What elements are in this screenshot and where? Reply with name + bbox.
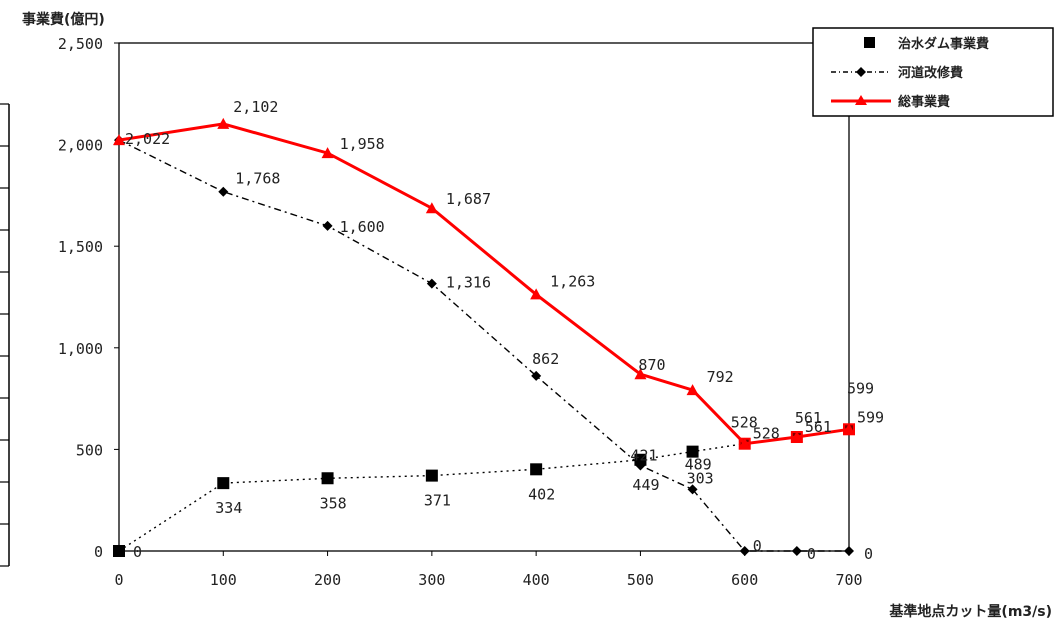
y-tick-label: 500 bbox=[76, 441, 103, 459]
legend-marker-dam bbox=[864, 37, 875, 48]
legend-marker-river bbox=[856, 67, 866, 77]
x-tick-label: 600 bbox=[731, 571, 758, 589]
data-label-dam: 489 bbox=[685, 456, 712, 474]
data-label-river: 1,316 bbox=[446, 274, 491, 292]
data-label-total: 528 bbox=[731, 414, 758, 432]
data-label-dam: 402 bbox=[528, 485, 555, 503]
river-cost-point bbox=[426, 278, 437, 289]
data-label-river: 421 bbox=[630, 446, 657, 464]
y-tick-label: 1,500 bbox=[58, 238, 103, 256]
data-label-total: 1,263 bbox=[550, 272, 595, 290]
x-axis-ticks: 0 100 200 300 400 500 600 700 bbox=[114, 551, 863, 589]
data-label-river: 0 bbox=[807, 545, 816, 563]
x-axis-title: 基準地点カット量(m3/s) bbox=[889, 603, 1052, 620]
y-tick-label: 0 bbox=[94, 543, 103, 561]
data-label-dam: 599 bbox=[857, 408, 884, 426]
river-cost-point bbox=[531, 370, 542, 381]
legend-label-dam: 治水ダム事業費 bbox=[898, 36, 989, 52]
legend-label-total: 総事業費 bbox=[898, 94, 950, 110]
series-layer bbox=[113, 117, 855, 557]
dam-cost-point bbox=[530, 463, 543, 476]
x-tick-label: 0 bbox=[114, 571, 123, 589]
data-label-total: 561 bbox=[795, 409, 822, 427]
series-line-river bbox=[118, 139, 849, 552]
data-label-total: 870 bbox=[638, 356, 665, 374]
data-label-river: 1,768 bbox=[235, 170, 280, 188]
x-tick-label: 700 bbox=[835, 571, 862, 589]
x-tick-label: 100 bbox=[210, 571, 237, 589]
total-cost-point bbox=[738, 437, 751, 449]
total-cost-point bbox=[321, 147, 334, 159]
dam-cost-point bbox=[113, 545, 125, 557]
data-label-river: 303 bbox=[687, 469, 714, 487]
cropped-table-edge bbox=[0, 103, 10, 567]
data-label-total: 599 bbox=[847, 379, 874, 397]
y-tick-label: 2,500 bbox=[58, 35, 103, 53]
river-cost-point bbox=[218, 186, 229, 197]
data-label-dam: 528 bbox=[753, 425, 780, 443]
river-cost-point bbox=[635, 460, 646, 471]
legend-label-river: 河道改修費 bbox=[898, 65, 963, 81]
data-label-dam: 371 bbox=[424, 492, 451, 510]
data-label-total: 1,958 bbox=[340, 135, 385, 153]
river-cost-point bbox=[844, 546, 854, 556]
river-cost-point bbox=[739, 546, 750, 556]
total-cost-point bbox=[843, 423, 855, 435]
data-label-river: 0 bbox=[753, 537, 762, 555]
plot-area bbox=[118, 42, 850, 552]
data-label-layer: 0 334 358 371 402 449 489 528 561 599 2,022 1,768 1,… bbox=[125, 98, 884, 563]
total-cost-point bbox=[113, 134, 125, 146]
data-label-river: 1,600 bbox=[340, 218, 385, 236]
data-label-dam: 0 bbox=[133, 543, 142, 561]
x-tick-label: 500 bbox=[627, 571, 654, 589]
x-tick-label: 200 bbox=[314, 571, 341, 589]
x-tick-label: 400 bbox=[523, 571, 550, 589]
y-tick-label: 1,000 bbox=[58, 340, 103, 358]
river-cost-point bbox=[322, 220, 333, 231]
data-label-river: 862 bbox=[532, 350, 559, 368]
total-cost-point bbox=[790, 431, 803, 443]
data-label-dam: 561 bbox=[805, 418, 832, 436]
total-cost-point bbox=[217, 117, 230, 129]
data-label-river: 2,022 bbox=[125, 130, 170, 148]
river-cost-point bbox=[687, 484, 698, 495]
data-label-river: 0 bbox=[864, 545, 873, 563]
total-cost-point bbox=[686, 384, 699, 396]
total-cost-point bbox=[634, 368, 647, 380]
legend: 治水ダム事業費 河道改修費 総事業費 bbox=[812, 27, 1054, 117]
series-line-total bbox=[118, 122, 850, 446]
dam-cost-point bbox=[686, 445, 699, 458]
data-label-dam: 449 bbox=[632, 476, 659, 494]
data-label-total: 792 bbox=[707, 368, 734, 386]
legend-marker-total bbox=[855, 95, 867, 105]
y-axis-title: 事業費(億円) bbox=[22, 11, 105, 28]
dam-cost-point bbox=[217, 477, 230, 490]
data-label-dam: 358 bbox=[320, 494, 347, 512]
y-axis-ticks: 0 500 1,000 1,500 2,000 2,500 bbox=[58, 35, 119, 561]
y-tick-label: 2,000 bbox=[58, 137, 103, 155]
data-label-dam: 334 bbox=[215, 499, 242, 517]
x-tick-label: 300 bbox=[418, 571, 445, 589]
total-cost-point bbox=[530, 288, 543, 300]
dam-cost-point bbox=[425, 469, 438, 482]
river-cost-point bbox=[791, 546, 802, 556]
dam-cost-point bbox=[321, 472, 334, 485]
data-label-total: 1,687 bbox=[446, 190, 491, 208]
data-label-total: 2,102 bbox=[233, 98, 278, 116]
total-cost-point bbox=[425, 202, 438, 214]
